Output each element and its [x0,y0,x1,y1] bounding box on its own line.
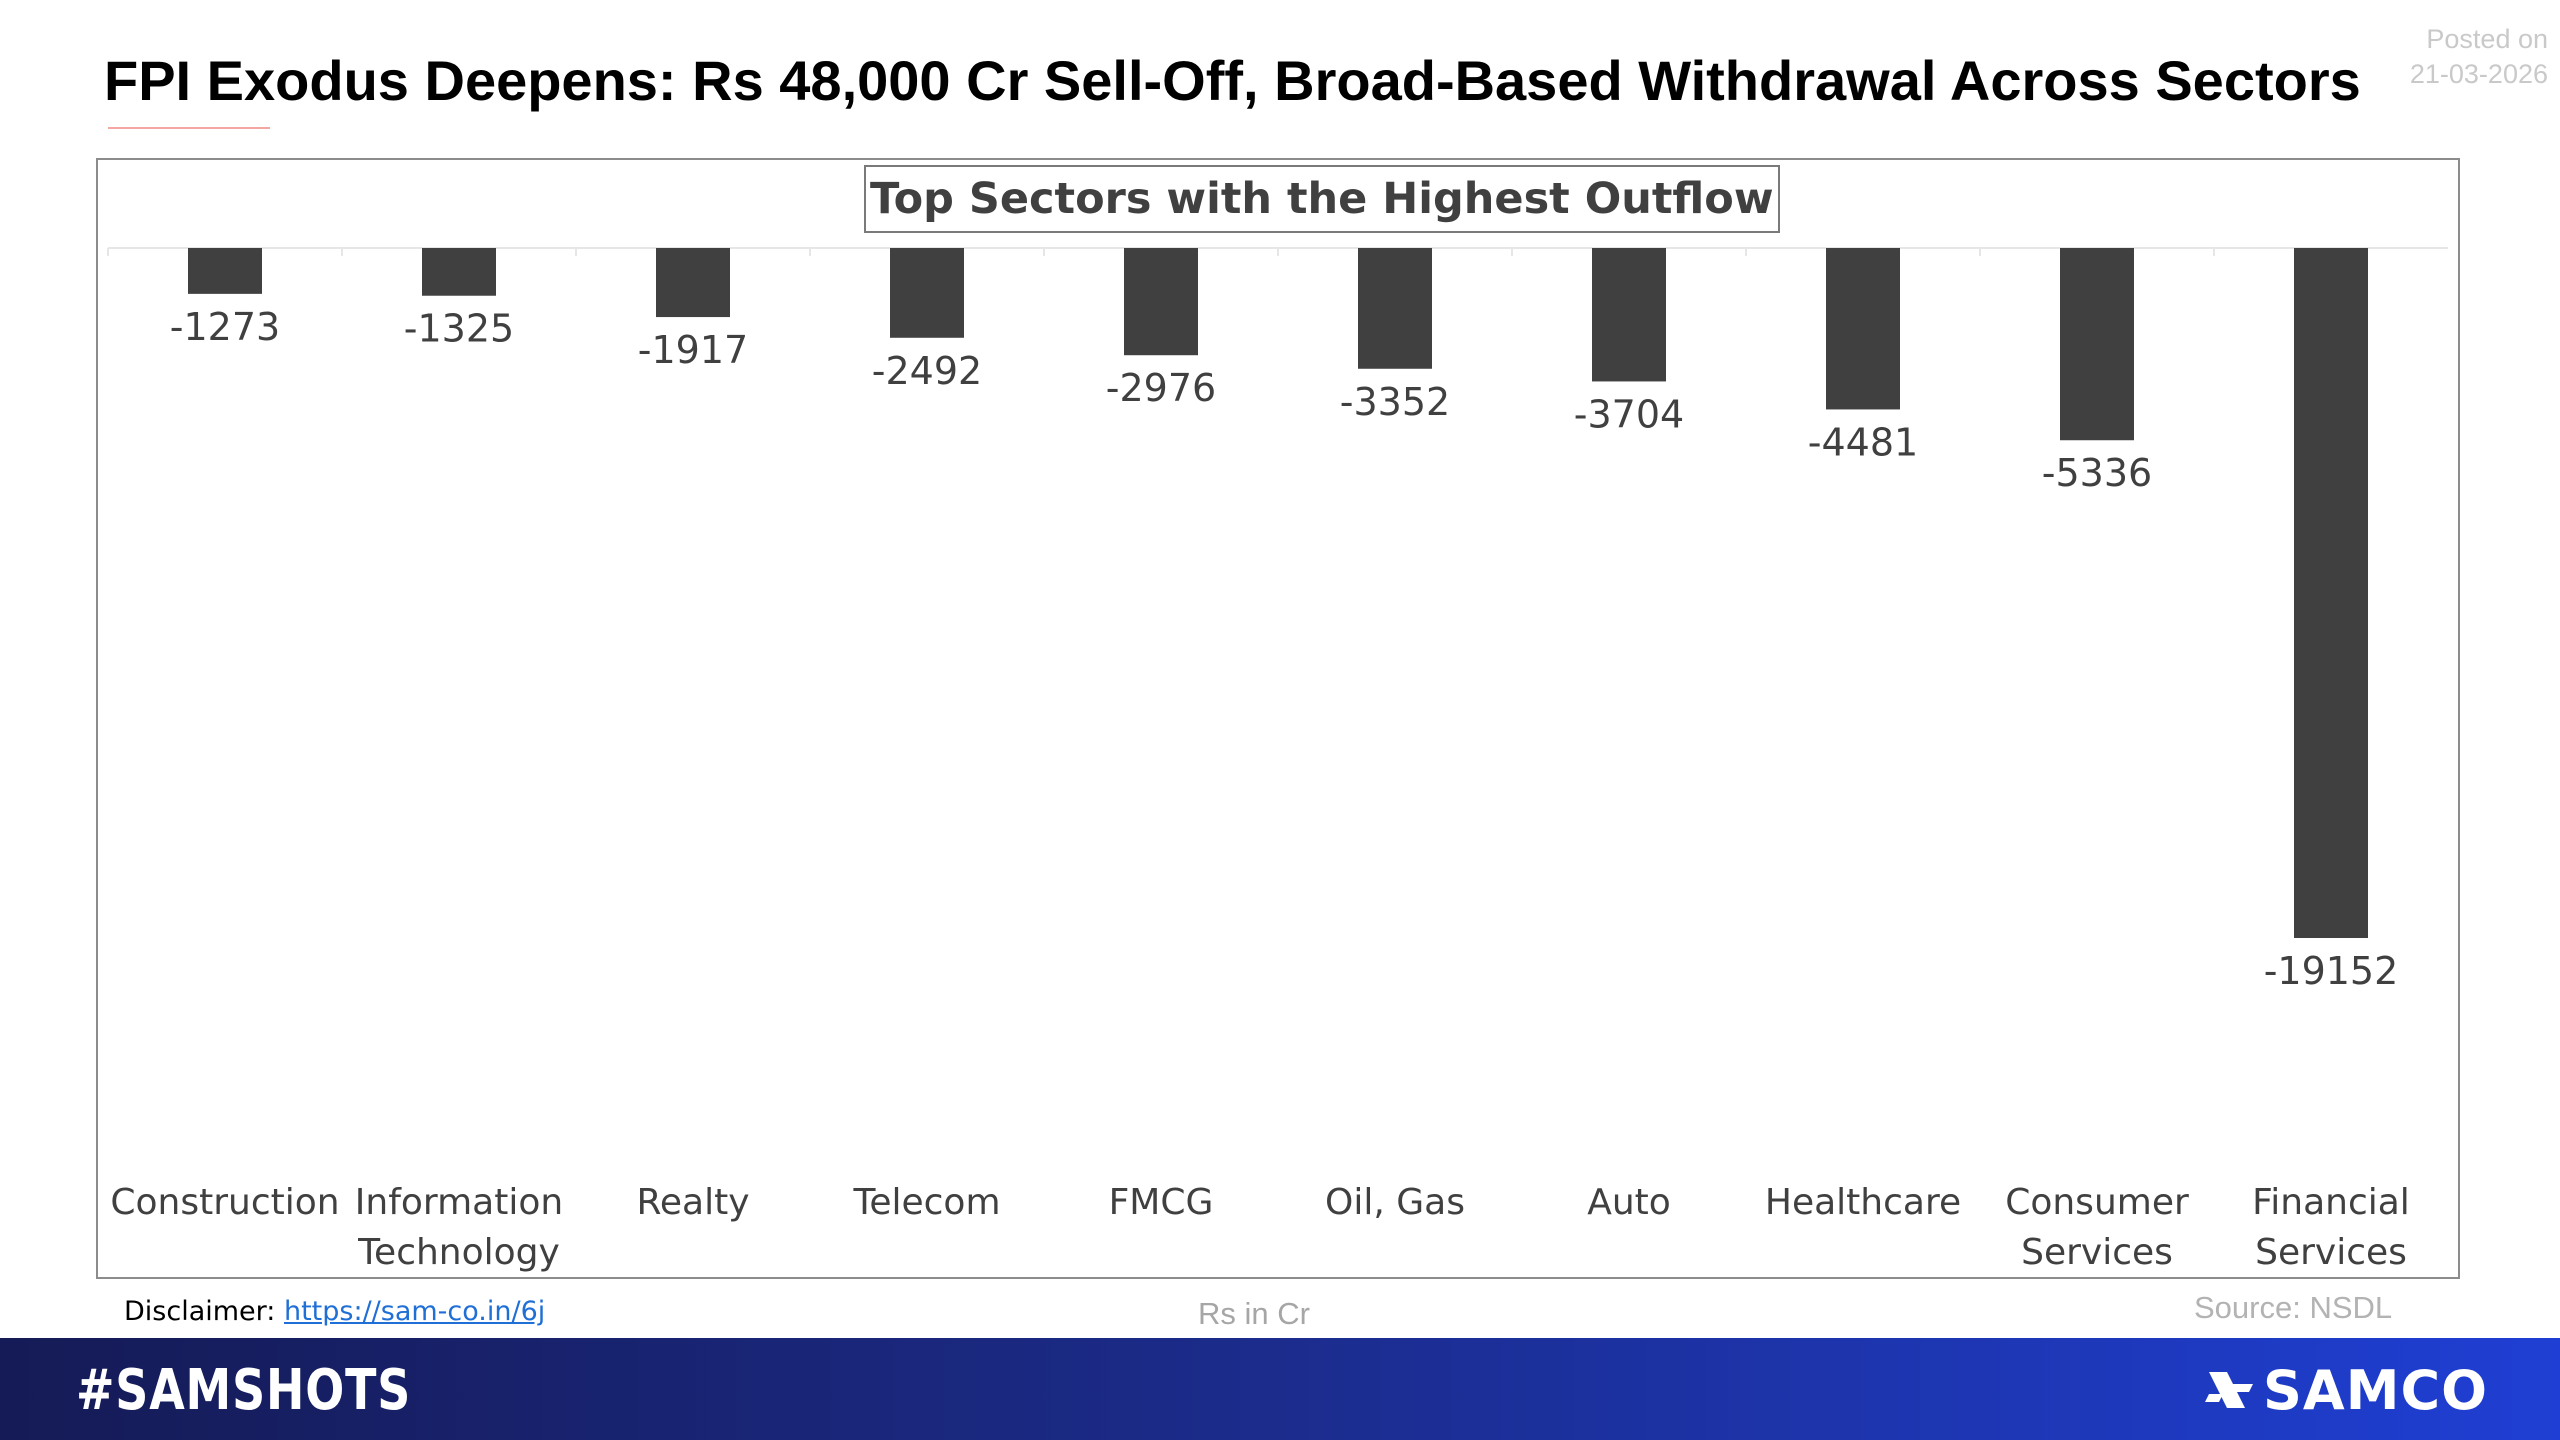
data-label: -1325 [404,307,514,351]
hashtag-label: #SAMSHOTS [76,1358,412,1423]
page-title: FPI Exodus Deepens: Rs 48,000 Cr Sell-Of… [104,49,2361,112]
bar [1124,248,1198,356]
samco-logo-icon [2205,1372,2254,1408]
bar [2294,248,2368,938]
category-label: Healthcare [1765,1182,1961,1223]
bar [890,248,964,338]
category-label: Financial Services [2252,1182,2410,1273]
disclaimer-link[interactable]: https://sam-co.in/6j [283,1296,546,1327]
category-label: Consumer Services [2005,1182,2189,1273]
bar [656,248,730,318]
data-label: -4481 [1808,420,1918,464]
category-label: Construction [110,1182,339,1223]
bar [422,248,496,296]
data-label: -2976 [1106,366,1216,410]
bar [1592,248,1666,382]
category-label: Auto [1587,1182,1671,1223]
category-label: Realty [636,1182,749,1223]
bar [1358,248,1432,369]
title-underline [108,127,270,129]
data-label: -1917 [638,328,748,372]
chart-title: Top Sectors with the Highest Outflow [864,165,1780,233]
category-label: Oil, Gas [1325,1182,1465,1223]
data-label: -2492 [872,349,982,393]
posted-date: 21-03-2026 [2409,59,2548,89]
bar [2060,248,2134,441]
data-label: -3704 [1574,392,1684,436]
data-label: -5336 [2042,451,2152,495]
data-label: -3352 [1340,380,1450,424]
category-label: Telecom [852,1182,1000,1223]
bar [188,248,262,294]
data-label: -19152 [2264,949,2399,993]
brand-name: SAMCO [2263,1358,2488,1422]
disclaimer: Disclaimer: https://sam-co.in/6j [124,1296,545,1327]
brand-logo[interactable]: SAMCO [2205,1358,2488,1422]
bar [1826,248,1900,410]
disclaimer-label: Disclaimer: [124,1296,276,1327]
source-label: Source: NSDL [2194,1290,2393,1325]
posted-info: Posted on 21-03-2026 [2410,22,2548,92]
category-label: FMCG [1109,1182,1214,1223]
category-label: Information Technology [355,1182,563,1273]
posted-label: Posted on [2426,24,2548,54]
data-label: -1273 [170,305,280,349]
units-label: Rs in Cr [1198,1296,1310,1331]
footer-banner: #SAMSHOTS SAMCO [0,1338,2560,1440]
